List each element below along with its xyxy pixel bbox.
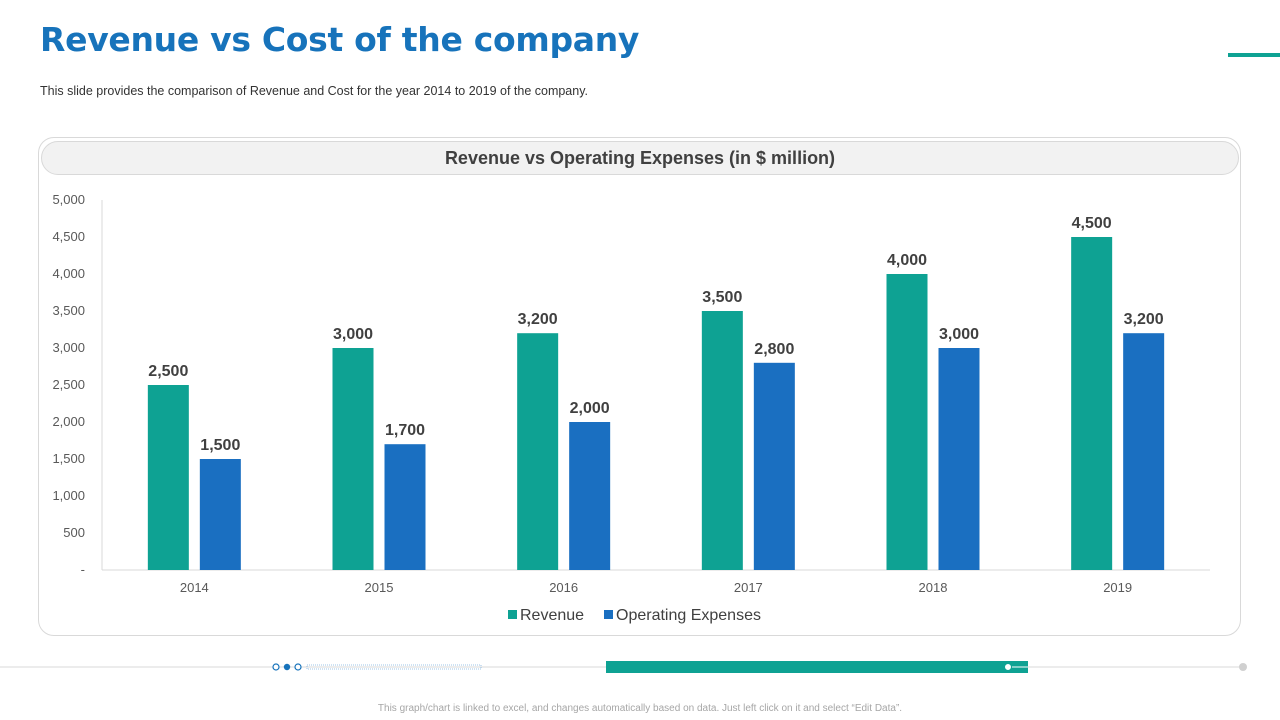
footer-accent-dot [1004, 663, 1012, 671]
y-tick-label: 5,000 [52, 192, 85, 207]
data-label: 3,200 [518, 311, 558, 328]
data-label: 3,500 [702, 289, 742, 306]
y-tick-label: 3,500 [52, 303, 85, 318]
slide-title: Revenue vs Cost of the company [40, 20, 640, 59]
y-tick-label: 500 [63, 525, 85, 540]
expenses-bar [1123, 333, 1165, 570]
slide-subtitle: This slide provides the comparison of Re… [40, 84, 589, 98]
legend-expenses-label: Operating Expenses [616, 607, 761, 624]
x-tick-label: 2016 [549, 580, 578, 595]
expenses-bar [384, 444, 426, 570]
revenue-bar [332, 348, 374, 570]
data-label: 3,200 [1124, 311, 1164, 328]
x-tick-label: 2018 [919, 580, 948, 595]
data-label: 3,000 [333, 326, 373, 343]
y-tick-label: 3,000 [52, 340, 85, 355]
footer-note: This graph/chart is linked to excel, and… [377, 703, 903, 714]
data-label: 2,500 [148, 363, 188, 380]
x-tick-label: 2014 [180, 580, 209, 595]
footer-dot [272, 663, 280, 671]
y-tick-label: 4,000 [52, 266, 85, 281]
y-tick-label: 2,000 [52, 414, 85, 429]
footer-end-dot [1239, 663, 1247, 671]
expenses-bar [753, 362, 795, 570]
data-label: 2,000 [570, 400, 610, 417]
y-tick-label: 2,500 [52, 377, 85, 392]
title-accent-bar [1228, 53, 1280, 57]
x-tick-label: 2015 [365, 580, 394, 595]
data-label: 4,500 [1072, 215, 1112, 232]
chart-header: Revenue vs Operating Expenses (in $ mill… [41, 141, 1239, 175]
y-tick-label: 4,500 [52, 229, 85, 244]
revenue-bar [147, 385, 189, 570]
revenue-bar [886, 274, 928, 570]
data-label: 4,000 [887, 252, 927, 269]
expenses-bar [569, 422, 611, 570]
data-label: 1,700 [385, 422, 425, 439]
revenue-bar [1071, 237, 1113, 570]
footer-dotted-strip [306, 664, 482, 670]
data-label: 3,000 [939, 326, 979, 343]
revenue-bar [517, 333, 559, 570]
y-tick-label: 1,000 [52, 488, 85, 503]
legend-revenue-label: Revenue [520, 607, 584, 624]
chart-title: Revenue vs Operating Expenses (in $ mill… [444, 147, 836, 168]
x-tick-label: 2017 [734, 580, 763, 595]
revenue-bar [701, 311, 743, 570]
expenses-bar [199, 459, 241, 570]
expenses-bar [938, 348, 980, 570]
y-tick-label: 1,500 [52, 451, 85, 466]
footer-accent-bar [606, 661, 1028, 673]
legend-revenue-swatch [508, 610, 517, 619]
footer-dot [283, 663, 291, 671]
data-label: 2,800 [754, 341, 794, 358]
data-label: 1,500 [200, 437, 240, 454]
legend-expenses-swatch [604, 610, 613, 619]
x-tick-label: 2019 [1103, 580, 1132, 595]
footer-dot [294, 663, 302, 671]
y-tick-label: - [81, 562, 85, 577]
